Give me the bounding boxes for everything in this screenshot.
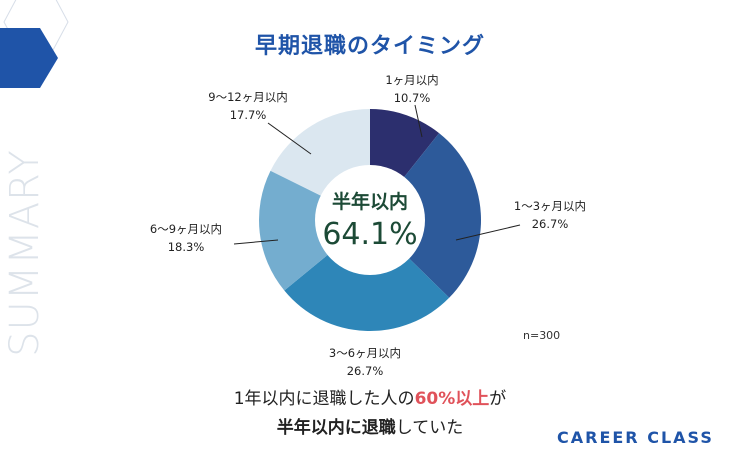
leader-lines xyxy=(233,104,521,245)
slice-value-label: 26.7% xyxy=(347,364,384,378)
slice-3 xyxy=(284,220,450,331)
slice-value-label: 17.7% xyxy=(230,108,267,122)
caption-highlight: 60%以上 xyxy=(414,389,490,409)
slice-category-label: 1ヶ月以内 xyxy=(385,73,438,87)
slice-category-label: 1〜3ヶ月以内 xyxy=(514,199,586,213)
leader-line-5 xyxy=(267,122,312,155)
slice-category-label: 3〜6ヶ月以内 xyxy=(329,346,401,360)
center-value: 64.1% xyxy=(322,217,417,252)
brand-logo: CAREER CLASS xyxy=(557,428,714,447)
slice-category-label: 6〜9ヶ月以内 xyxy=(150,222,222,236)
slice-value-label: 18.3% xyxy=(168,240,205,254)
leader-line-1 xyxy=(414,104,423,138)
sample-size-note: n=300 xyxy=(523,329,561,342)
caption-bold: 半年以内に退職 xyxy=(276,418,396,438)
slice-4 xyxy=(259,170,370,291)
caption-line-2-end: していた xyxy=(395,418,464,438)
caption-line-1: 1年以内に退職した人の60%以上が xyxy=(0,384,740,409)
slice-2 xyxy=(370,133,481,298)
donut-hole xyxy=(315,165,425,275)
slice-value-label: 26.7% xyxy=(532,217,569,231)
caption-line-1-end: が xyxy=(489,389,507,409)
hexagon-solid-shape xyxy=(0,28,58,88)
leader-line-2 xyxy=(455,224,521,241)
slice-category-label: 9〜12ヶ月以内 xyxy=(208,90,287,104)
slice-value-label: 10.7% xyxy=(394,91,431,105)
center-label: 半年以内 xyxy=(332,190,408,213)
slice-labels: 1ヶ月以内 10.7% 1〜3ヶ月以内 26.7% 3〜6ヶ月以内 26.7% 6〜9ヶ月以… xyxy=(150,73,586,378)
chart-title: 早期退職のタイミング xyxy=(254,34,485,59)
leader-line-4 xyxy=(233,239,279,245)
caption-line-2: 半年以内に退職していた xyxy=(0,413,740,438)
caption-line-1-start: 1年以内に退職した人の xyxy=(233,389,415,409)
